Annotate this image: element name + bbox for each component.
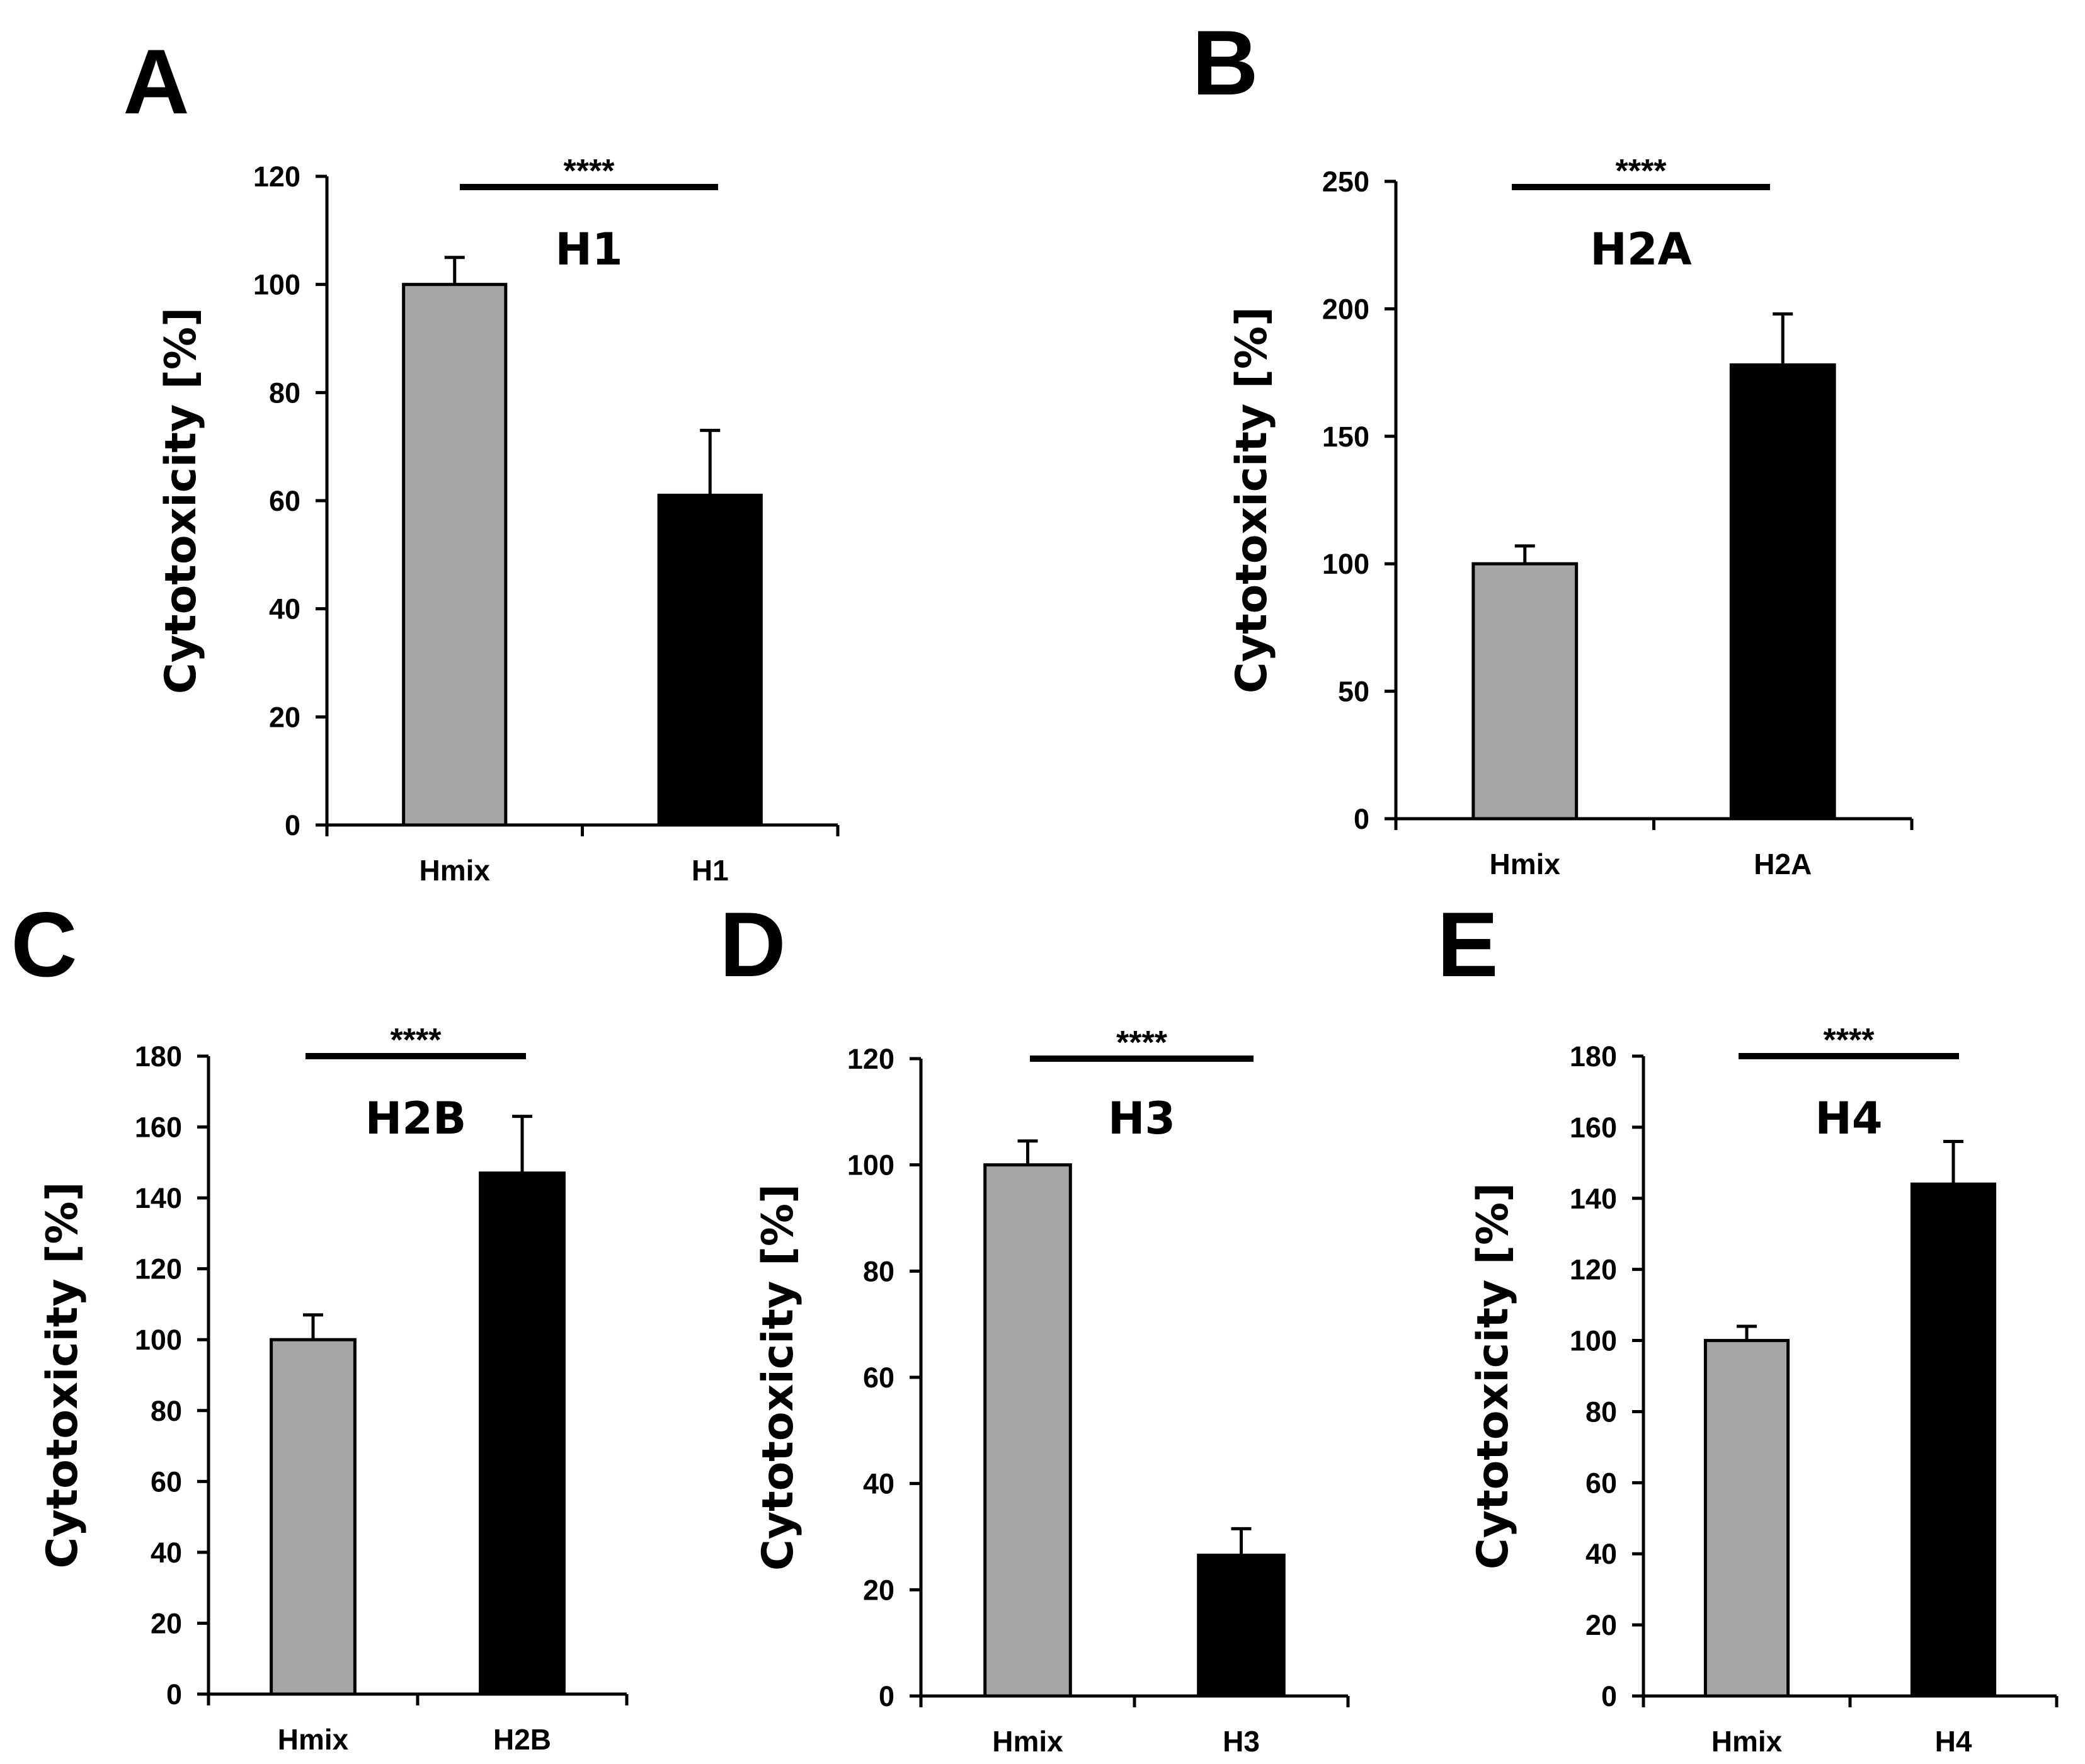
x-category-label: Hmix: [278, 1723, 349, 1756]
bar-h1: [657, 493, 763, 827]
x-category-label: H3: [1223, 1725, 1260, 1758]
y-tick-label: 250: [1322, 166, 1369, 198]
y-tick-label: 100: [847, 1149, 894, 1181]
y-tick-label: 40: [863, 1468, 894, 1500]
y-tick-label: 180: [135, 1040, 182, 1073]
y-axis-label: Cytotoxicity [%]: [38, 1181, 88, 1568]
y-tick-label: 200: [1322, 293, 1369, 325]
y-tick-label: 180: [1570, 1040, 1617, 1073]
y-tick-label: 0: [285, 809, 300, 841]
bar-hmix: [983, 1163, 1072, 1698]
x-category-label: Hmix: [1490, 848, 1561, 880]
y-tick-label: 80: [269, 377, 300, 409]
y-tick-label: 60: [863, 1362, 894, 1394]
y-tick-label: 60: [269, 485, 300, 517]
chart-title: H4: [1815, 1093, 1882, 1144]
y-tick-label: 20: [151, 1607, 182, 1639]
y-tick-label: 100: [135, 1324, 182, 1356]
y-axis-label: Cytotoxicity [%]: [1468, 1183, 1518, 1569]
bar-hmix: [270, 1338, 357, 1696]
y-tick-label: 40: [1585, 1538, 1617, 1570]
bar-h2a: [1729, 363, 1836, 821]
y-tick-label: 80: [151, 1395, 182, 1427]
chart-title: H3: [1108, 1093, 1175, 1144]
y-tick-label: 120: [847, 1043, 894, 1075]
y-tick-label: 40: [269, 593, 300, 625]
y-tick-label: 100: [253, 269, 300, 301]
y-tick-label: 160: [135, 1112, 182, 1144]
significance-stars: ****: [1116, 1025, 1168, 1061]
y-tick-label: 0: [879, 1680, 894, 1712]
y-tick-label: 0: [1601, 1680, 1617, 1712]
y-tick-label: 60: [151, 1465, 182, 1498]
chart-title: H1: [555, 224, 622, 275]
panel-letter: C: [11, 893, 77, 996]
significance-stars: ****: [564, 153, 615, 190]
y-tick-label: 160: [1570, 1112, 1617, 1144]
y-tick-label: 0: [166, 1678, 182, 1710]
significance-stars: ****: [391, 1022, 442, 1059]
y-tick-label: 60: [1585, 1467, 1617, 1499]
y-axis-label: Cytotoxicity [%]: [156, 307, 206, 694]
panel-letter: B: [1192, 11, 1258, 114]
y-tick-label: 140: [1570, 1183, 1617, 1215]
panel-letter: A: [123, 30, 189, 133]
x-category-label: H1: [692, 854, 729, 887]
x-category-label: H4: [1935, 1725, 1972, 1758]
y-tick-label: 80: [1585, 1396, 1617, 1428]
y-tick-label: 40: [151, 1537, 182, 1569]
bar-hmix: [1471, 562, 1579, 821]
y-tick-label: 150: [1322, 421, 1369, 453]
y-tick-label: 120: [135, 1253, 182, 1285]
x-category-label: H2B: [493, 1723, 551, 1756]
y-tick-label: 20: [863, 1574, 894, 1606]
y-tick-label: 20: [269, 701, 300, 733]
y-axis-label: Cytotoxicity [%]: [753, 1184, 803, 1571]
x-category-label: Hmix: [992, 1725, 1063, 1758]
y-tick-label: 120: [1570, 1254, 1617, 1286]
x-category-label: H2A: [1754, 848, 1812, 880]
bar-hmix: [402, 283, 508, 827]
y-tick-label: 0: [1354, 803, 1369, 835]
y-tick-label: 100: [1322, 548, 1369, 580]
y-tick-label: 100: [1570, 1325, 1617, 1357]
y-tick-label: 80: [863, 1255, 894, 1287]
panel-letter: D: [719, 893, 785, 996]
y-axis-label: Cytotoxicity [%]: [1227, 307, 1277, 693]
bar-h4: [1910, 1182, 1997, 1698]
significance-stars: ****: [1824, 1022, 1875, 1059]
chart-title: H2B: [365, 1093, 467, 1144]
y-tick-label: 120: [253, 161, 300, 193]
bar-h2b: [479, 1171, 566, 1696]
y-tick-label: 20: [1585, 1609, 1617, 1641]
y-tick-label: 50: [1338, 676, 1369, 708]
bar-hmix: [1703, 1339, 1790, 1698]
significance-stars: ****: [1616, 153, 1667, 190]
panel-letter: E: [1437, 893, 1498, 996]
y-tick-label: 140: [135, 1182, 182, 1214]
chart-title: H2A: [1590, 224, 1691, 275]
x-category-label: Hmix: [1711, 1725, 1783, 1758]
x-category-label: Hmix: [420, 854, 491, 887]
bar-h3: [1197, 1554, 1286, 1698]
